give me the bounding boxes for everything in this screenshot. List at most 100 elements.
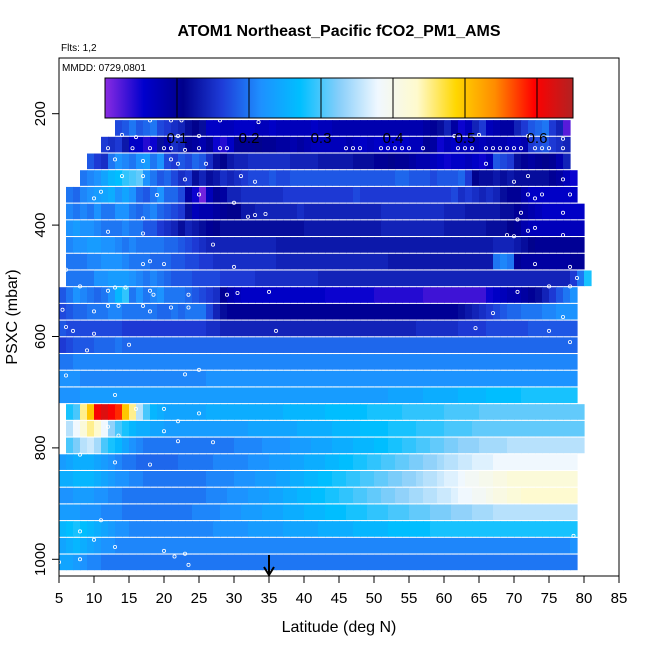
heatmap-cell [248,287,256,303]
heatmap-cell [360,320,368,337]
heatmap-cell [164,420,172,437]
heatmap-cell [451,404,459,420]
heatmap-cell [339,203,347,220]
heatmap-cell [416,320,424,337]
heatmap-cell [94,337,102,353]
sample-point [533,146,538,151]
heatmap-cell [199,504,207,521]
heatmap-cell [199,420,207,437]
heatmap-cell [416,253,424,270]
heatmap-cell [360,521,368,537]
heatmap-cell [101,354,109,370]
heatmap-cell [115,237,123,253]
heatmap-cell [108,220,116,236]
heatmap-cell [556,270,564,287]
heatmap-cell [472,153,480,170]
heatmap-cell [563,521,571,537]
heatmap-cell [514,153,522,170]
heatmap-cell [206,153,214,170]
heatmap-cell [108,186,116,203]
heatmap-cell [73,420,81,437]
heatmap-cell [458,504,466,521]
heatmap-cell [262,454,270,470]
heatmap-cell [304,354,312,370]
heatmap-cell [255,554,263,571]
heatmap-cell [493,337,501,353]
sample-point [85,348,90,353]
heatmap-cell [318,537,326,554]
heatmap-cell [472,420,480,437]
heatmap-cell [178,337,186,353]
heatmap-cell [276,153,284,170]
heatmap-cell [150,253,158,270]
x-tick-label: 75 [541,590,558,607]
heatmap-cell [542,370,550,387]
heatmap-cell [255,153,263,170]
heatmap-cell [570,504,578,521]
heatmap-cell [234,170,242,186]
heatmap-cell [465,237,473,253]
heatmap-cell [507,136,515,153]
heatmap-cell [213,220,221,236]
heatmap-cell [206,287,214,303]
heatmap-cell [262,237,270,253]
sample-point [120,174,125,179]
heatmap-cell [59,487,67,504]
heatmap-cell [318,354,326,370]
heatmap-cell [290,220,298,236]
heatmap-cell [570,220,578,236]
heatmap-cell [59,521,67,537]
heatmap-cell [500,186,508,203]
heatmap-cell [178,504,186,521]
heatmap-cell [325,220,333,236]
heatmap-cell [353,521,361,537]
heatmap-cell [521,454,529,470]
heatmap-cell [311,404,319,420]
heatmap-cell [164,554,172,571]
heatmap-cell [297,420,305,437]
heatmap-cell [94,270,102,287]
heatmap-cell [311,487,319,504]
heatmap-cell [409,370,417,387]
heatmap-cell [136,170,144,186]
heatmap-cell [367,471,375,487]
heatmap-cell [493,454,501,470]
heatmap-cell [101,471,109,487]
sample-point [231,200,236,205]
sample-point [515,289,520,294]
heatmap-cell [528,554,536,571]
heatmap-cell [73,404,81,420]
x-tick-label: 50 [366,590,383,607]
heatmap-cell [535,404,543,420]
heatmap-cell [528,337,536,353]
heatmap-cell [164,303,172,320]
heatmap-cell [157,504,165,521]
heatmap-cell [332,253,340,270]
heatmap-cell [101,303,109,320]
heatmap-cell [227,471,235,487]
heatmap-cell [549,471,557,487]
heatmap-cell [122,521,130,537]
heatmap-cell [150,120,158,136]
heatmap-cell [115,220,123,236]
heatmap-cell [521,320,529,337]
heatmap-cell [164,537,172,554]
heatmap-cell [73,303,81,320]
heatmap-cell [465,120,473,136]
heatmap-cell [318,437,326,454]
heatmap-cell [514,437,522,454]
heatmap-cell [66,320,74,337]
heatmap-cell [563,253,571,270]
heatmap-cell [199,270,207,287]
heatmap-cell [549,220,557,236]
heatmap-cell [367,170,375,186]
heatmap-cell [367,136,375,153]
heatmap-cell [325,354,333,370]
heatmap-cell [199,487,207,504]
heatmap-cell [451,253,459,270]
heatmap-cell [318,420,326,437]
heatmap-cell [164,454,172,470]
heatmap-cell [388,136,396,153]
heatmap-cell [465,220,473,236]
